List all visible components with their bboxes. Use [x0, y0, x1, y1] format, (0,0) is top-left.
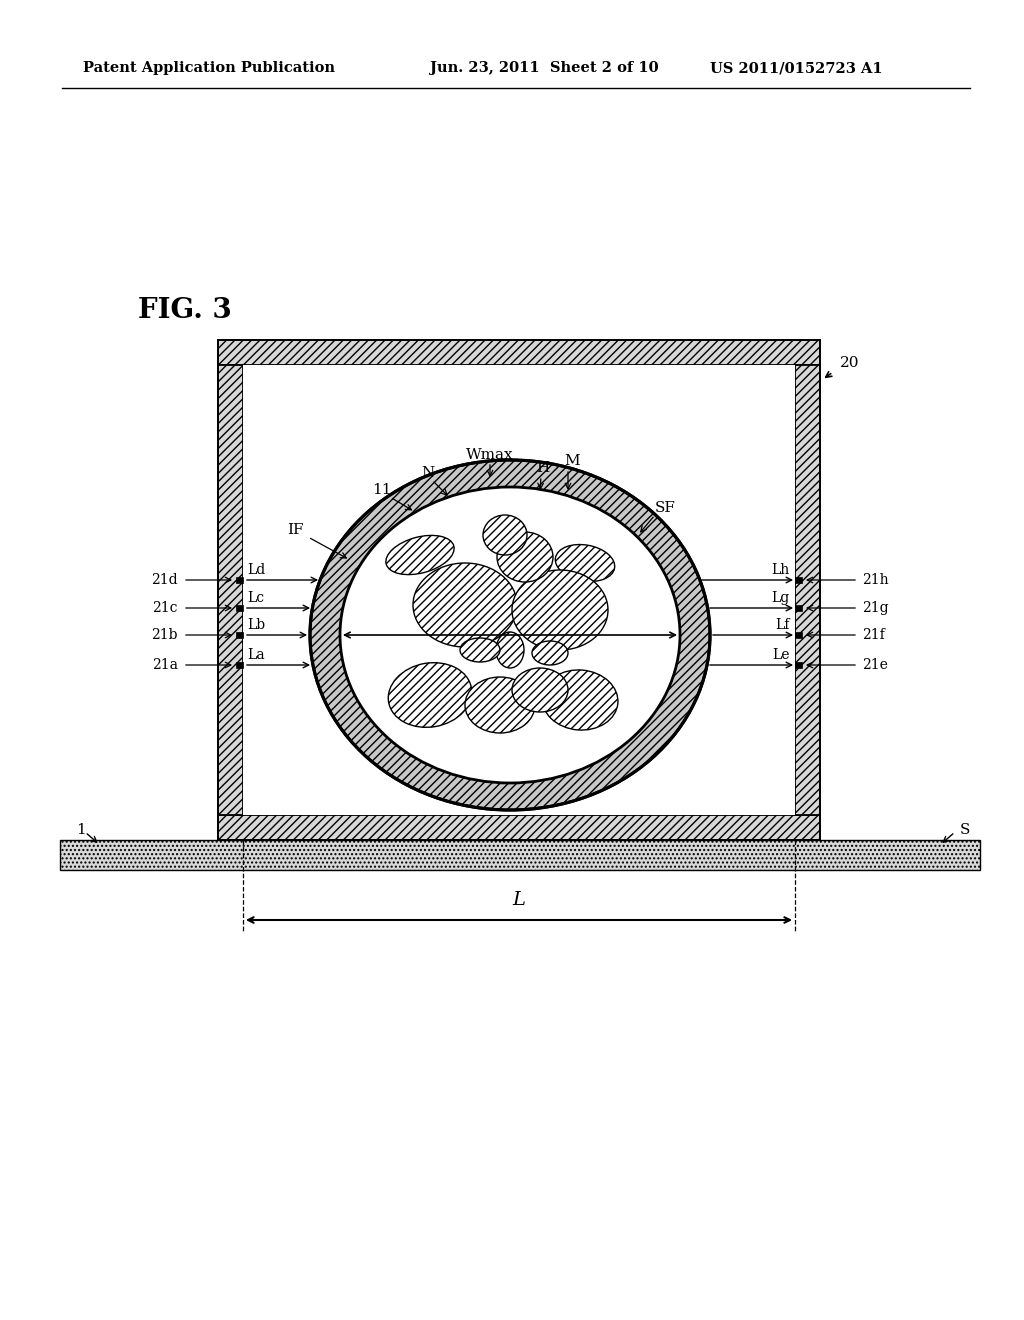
- Text: 1: 1: [76, 822, 86, 837]
- Ellipse shape: [310, 459, 710, 810]
- Polygon shape: [236, 632, 243, 638]
- Text: IF: IF: [287, 523, 303, 537]
- Text: S: S: [961, 822, 971, 837]
- Text: 21a: 21a: [152, 657, 178, 672]
- Ellipse shape: [512, 570, 608, 649]
- Polygon shape: [60, 840, 980, 870]
- Text: FIG. 3: FIG. 3: [138, 297, 231, 323]
- Polygon shape: [236, 605, 243, 611]
- Ellipse shape: [483, 515, 527, 554]
- Text: Lb: Lb: [247, 618, 265, 632]
- Polygon shape: [795, 366, 820, 814]
- Polygon shape: [795, 577, 802, 583]
- Ellipse shape: [532, 642, 568, 665]
- Text: 21f: 21f: [862, 628, 885, 642]
- Text: 21d: 21d: [152, 573, 178, 587]
- Ellipse shape: [496, 632, 524, 668]
- Text: L: L: [512, 891, 525, 909]
- Text: La: La: [247, 648, 264, 663]
- Ellipse shape: [497, 532, 553, 582]
- Ellipse shape: [555, 545, 614, 582]
- Text: SF: SF: [654, 502, 676, 515]
- Text: Lf: Lf: [775, 618, 790, 632]
- Text: 21c: 21c: [153, 601, 178, 615]
- Ellipse shape: [386, 536, 454, 574]
- Polygon shape: [795, 632, 802, 638]
- Text: Lh: Lh: [772, 564, 790, 577]
- Ellipse shape: [460, 638, 500, 663]
- Text: Patent Application Publication: Patent Application Publication: [83, 61, 335, 75]
- Text: 21e: 21e: [862, 657, 888, 672]
- Text: Lc: Lc: [247, 591, 264, 605]
- Polygon shape: [236, 663, 243, 668]
- Polygon shape: [236, 577, 243, 583]
- Text: 21g: 21g: [862, 601, 889, 615]
- Text: 20: 20: [840, 356, 859, 370]
- Text: Lg: Lg: [772, 591, 790, 605]
- Text: Ld: Ld: [247, 564, 265, 577]
- Polygon shape: [795, 663, 802, 668]
- Text: US 2011/0152723 A1: US 2011/0152723 A1: [710, 61, 883, 75]
- Polygon shape: [243, 366, 795, 814]
- Polygon shape: [218, 366, 243, 814]
- Ellipse shape: [512, 668, 568, 711]
- Ellipse shape: [413, 564, 517, 647]
- Text: Wmax: Wmax: [466, 447, 514, 462]
- Text: M: M: [564, 454, 580, 469]
- Polygon shape: [218, 814, 820, 840]
- Polygon shape: [795, 605, 802, 611]
- Text: H: H: [537, 461, 550, 475]
- Text: Jun. 23, 2011  Sheet 2 of 10: Jun. 23, 2011 Sheet 2 of 10: [430, 61, 658, 75]
- Text: 21b: 21b: [152, 628, 178, 642]
- Text: 21h: 21h: [862, 573, 889, 587]
- Polygon shape: [218, 341, 820, 366]
- Text: 11: 11: [373, 483, 392, 498]
- Ellipse shape: [465, 677, 535, 733]
- Ellipse shape: [340, 487, 680, 783]
- Text: N: N: [421, 466, 434, 480]
- Ellipse shape: [388, 663, 472, 727]
- Ellipse shape: [542, 671, 617, 730]
- Text: Le: Le: [772, 648, 790, 663]
